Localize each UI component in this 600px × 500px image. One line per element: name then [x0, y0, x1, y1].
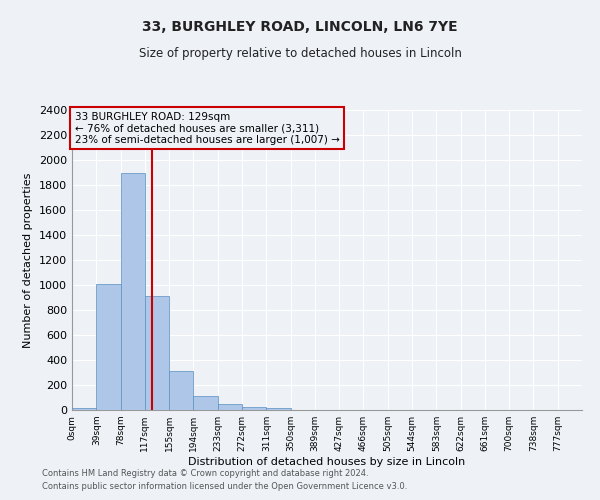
Bar [96, 284, 121, 410]
Y-axis label: Number of detached properties: Number of detached properties [23, 172, 34, 348]
Text: Contains HM Land Registry data © Crown copyright and database right 2024.: Contains HM Land Registry data © Crown c… [42, 468, 368, 477]
X-axis label: Distribution of detached houses by size in Lincoln: Distribution of detached houses by size … [188, 457, 466, 467]
Bar [121, 172, 145, 410]
Bar [169, 370, 193, 410]
Text: Contains public sector information licensed under the Open Government Licence v3: Contains public sector information licen… [42, 482, 407, 491]
Bar [266, 408, 290, 410]
Text: 33 BURGHLEY ROAD: 129sqm
← 76% of detached houses are smaller (3,311)
23% of sem: 33 BURGHLEY ROAD: 129sqm ← 76% of detach… [74, 112, 340, 144]
Text: 33, BURGHLEY ROAD, LINCOLN, LN6 7YE: 33, BURGHLEY ROAD, LINCOLN, LN6 7YE [142, 20, 458, 34]
Bar [218, 404, 242, 410]
Bar [242, 407, 266, 410]
Text: Size of property relative to detached houses in Lincoln: Size of property relative to detached ho… [139, 48, 461, 60]
Bar [145, 296, 169, 410]
Bar [193, 396, 218, 410]
Bar [72, 408, 96, 410]
